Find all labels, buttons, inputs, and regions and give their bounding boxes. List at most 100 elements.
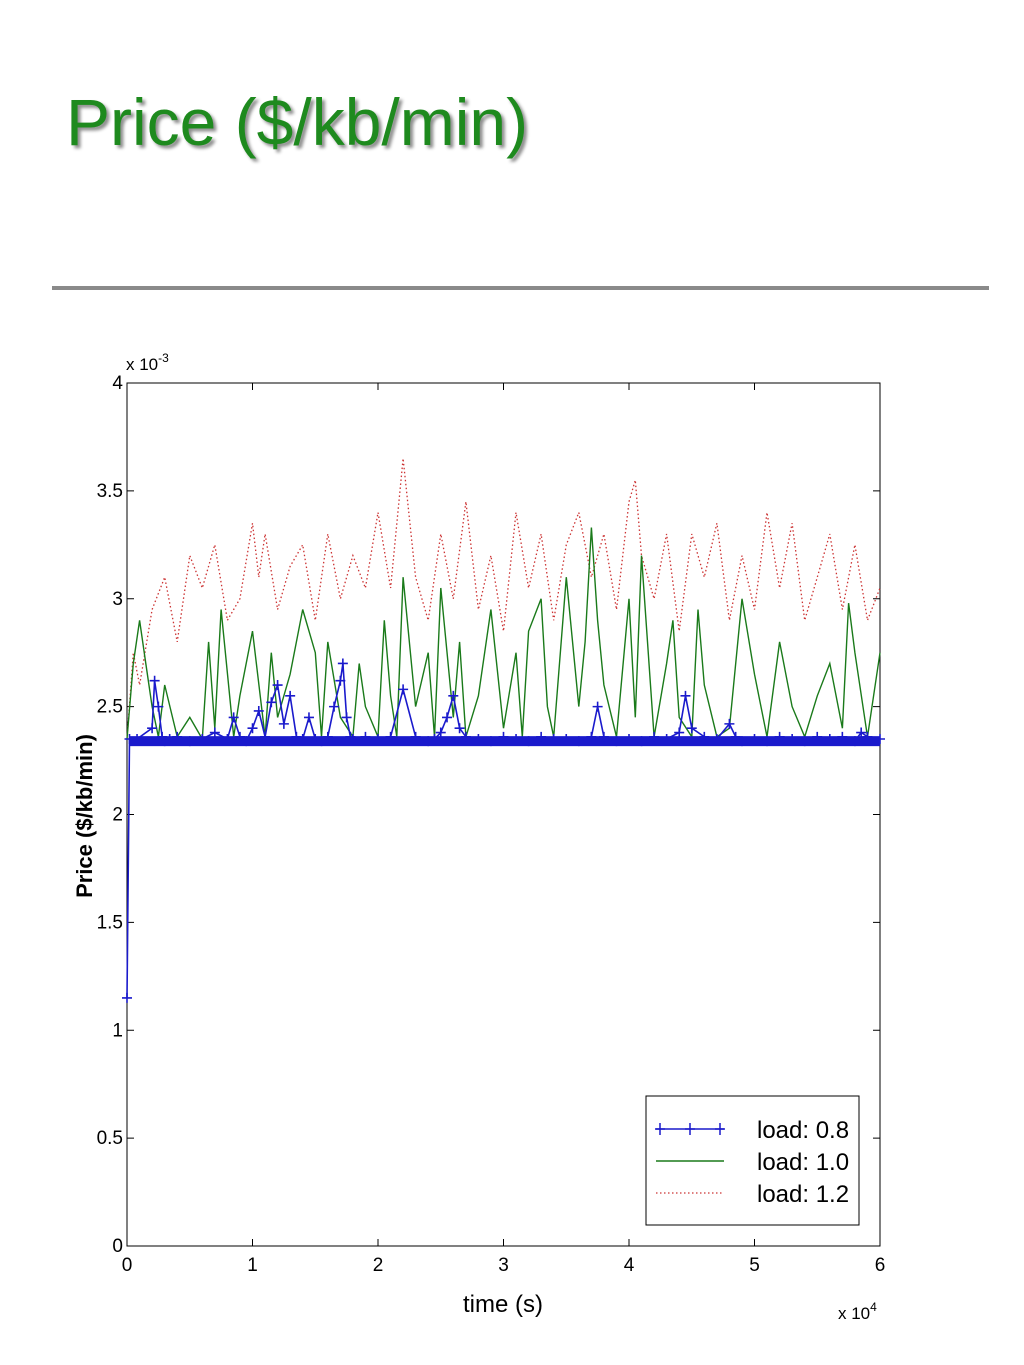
series-point-marker	[159, 736, 170, 747]
series-point-marker	[398, 684, 409, 695]
series-point-marker	[680, 690, 691, 701]
series-point-marker	[247, 723, 258, 734]
series-point-marker	[661, 733, 672, 744]
x-axis-label: time (s)	[463, 1291, 543, 1318]
y-axis-label: Price ($/kb/min)	[72, 734, 97, 898]
series-point-marker	[799, 736, 810, 747]
series-point-marker	[598, 731, 609, 742]
series-point-marker	[347, 733, 358, 744]
series-point-marker	[291, 731, 302, 742]
x-multiplier: x 104	[838, 1300, 877, 1323]
series-point-marker	[157, 731, 168, 742]
series-point-marker	[335, 675, 346, 686]
series-point-marker	[423, 736, 434, 747]
series-point-marker	[485, 736, 496, 747]
y-tick-label: 0	[112, 1236, 123, 1257]
series-point-marker	[164, 733, 175, 744]
series-point-marker	[310, 733, 321, 744]
series-point-marker	[132, 733, 143, 744]
series-point-marker	[322, 731, 333, 742]
series-layer	[122, 458, 885, 1003]
series-point-marker	[699, 731, 710, 742]
x-tick-label: 5	[749, 1255, 760, 1276]
series-point-marker	[234, 731, 245, 742]
series-point-marker	[824, 733, 835, 744]
series-point-marker	[147, 723, 158, 734]
series-point-marker	[345, 731, 356, 742]
series-point-marker	[592, 701, 603, 712]
legend-marker	[655, 1123, 665, 1135]
series-point-marker	[341, 712, 352, 723]
series-point-marker	[454, 723, 465, 734]
y-tick-label: 1	[112, 1020, 123, 1041]
series-point-marker	[278, 718, 289, 729]
y-tick-label: 3	[112, 589, 123, 610]
series-point-marker	[473, 733, 484, 744]
series-point-marker	[209, 727, 220, 738]
series-point-marker	[197, 733, 208, 744]
legend-marker	[685, 1123, 695, 1135]
series-point-marker	[849, 736, 860, 747]
y-multiplier: x 10-3	[126, 351, 169, 374]
series-point-marker	[429, 733, 440, 744]
y-tick-label: 0.5	[97, 1128, 123, 1149]
series-point-marker	[241, 736, 252, 747]
series-point-marker	[636, 736, 647, 747]
series-point-marker	[586, 731, 597, 742]
series-point-marker	[686, 723, 697, 734]
legend-marker	[715, 1123, 725, 1135]
series-point-marker	[297, 733, 308, 744]
series-point-marker	[303, 712, 314, 723]
series-point-marker	[435, 727, 446, 738]
y-tick-label: 1.5	[97, 912, 123, 933]
series-point-marker	[184, 736, 195, 747]
series-point-marker	[762, 736, 773, 747]
series-point-marker	[711, 733, 722, 744]
series-point-marker	[730, 731, 741, 742]
series-point-marker	[674, 727, 685, 738]
slide-title: Price ($/kb/min)	[66, 85, 529, 159]
y-tick-label: 2.5	[97, 697, 123, 718]
series-point-marker	[448, 690, 459, 701]
legend: load: 0.8 load: 1.0 load: 1.2	[645, 1095, 860, 1226]
axis-ticks: 0 1 2 3 4 5 6 0 0.5 1 1.5 2 2.5 3 3.5 4	[97, 373, 886, 1276]
series-point-marker	[774, 731, 785, 742]
legend-label-1: load: 1.0	[757, 1149, 849, 1176]
y-tick-label: 2	[112, 805, 123, 826]
legend-label-0: load: 0.8	[757, 1117, 849, 1144]
series-point-marker	[410, 731, 421, 742]
series-point-marker	[649, 731, 660, 742]
series-point-marker	[787, 733, 798, 744]
series-point-marker	[498, 731, 509, 742]
series-point-marker	[285, 690, 296, 701]
series-point-marker	[122, 992, 132, 1003]
series-point-marker	[222, 733, 233, 744]
x-tick-label: 6	[875, 1255, 886, 1276]
series-point-marker	[149, 675, 160, 686]
series-point-marker	[272, 680, 283, 691]
y-tick-label: 3.5	[97, 481, 123, 502]
legend-items: load: 0.8 load: 1.0 load: 1.2	[655, 1117, 849, 1208]
series-point-marker	[266, 697, 277, 708]
series-point-marker	[624, 733, 634, 744]
series-point-marker	[611, 736, 622, 747]
series-point-marker	[812, 731, 823, 742]
series-point-marker	[316, 736, 327, 747]
series-point-marker	[442, 712, 453, 723]
series-point-marker	[460, 731, 471, 742]
x-tick-label: 4	[624, 1255, 635, 1276]
x-tick-label: 3	[498, 1255, 509, 1276]
x-tick-label: 2	[373, 1255, 384, 1276]
series-point-marker	[875, 733, 885, 744]
series-point-marker	[856, 727, 867, 738]
series-point-marker	[172, 731, 183, 742]
x-tick-label: 0	[122, 1255, 133, 1276]
series-point-marker	[536, 731, 547, 742]
series-point-marker	[523, 736, 534, 747]
series-point-marker	[736, 736, 747, 747]
series-line-2	[126, 458, 881, 740]
series-point-marker	[329, 701, 340, 712]
series-point-marker	[511, 733, 522, 744]
series-point-marker	[749, 733, 760, 744]
